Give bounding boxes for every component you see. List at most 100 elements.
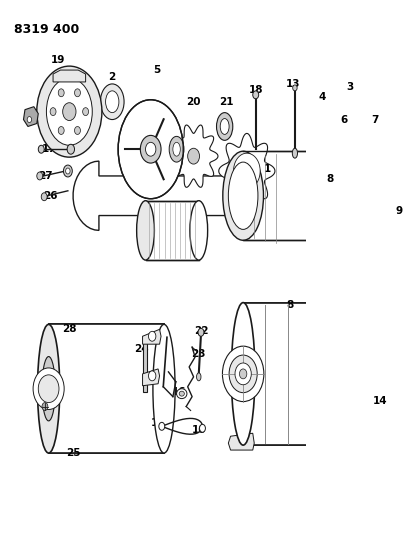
- Ellipse shape: [50, 108, 56, 116]
- Ellipse shape: [353, 187, 361, 205]
- Text: 12: 12: [156, 362, 171, 372]
- Ellipse shape: [83, 108, 88, 116]
- Ellipse shape: [229, 355, 256, 393]
- Ellipse shape: [136, 201, 154, 260]
- Text: 23: 23: [190, 349, 205, 359]
- Text: 3: 3: [346, 82, 353, 92]
- Polygon shape: [53, 70, 85, 82]
- Ellipse shape: [222, 151, 263, 240]
- Polygon shape: [233, 153, 260, 189]
- Ellipse shape: [148, 371, 155, 381]
- Ellipse shape: [337, 151, 377, 240]
- Polygon shape: [142, 369, 159, 386]
- Ellipse shape: [376, 187, 409, 254]
- Text: 8: 8: [326, 174, 333, 184]
- Ellipse shape: [364, 403, 380, 433]
- Ellipse shape: [118, 100, 183, 199]
- Text: 19: 19: [51, 55, 65, 65]
- Ellipse shape: [228, 162, 257, 229]
- Ellipse shape: [42, 402, 48, 410]
- Ellipse shape: [394, 211, 409, 230]
- Ellipse shape: [58, 89, 64, 96]
- Text: 1: 1: [263, 164, 270, 174]
- Ellipse shape: [63, 103, 76, 120]
- Ellipse shape: [38, 375, 59, 402]
- Ellipse shape: [38, 325, 60, 453]
- Polygon shape: [142, 329, 161, 344]
- Text: 11: 11: [164, 223, 178, 233]
- Ellipse shape: [220, 118, 229, 134]
- Text: 13: 13: [151, 418, 165, 429]
- Text: 7: 7: [370, 115, 378, 125]
- Text: 2: 2: [108, 72, 116, 82]
- Ellipse shape: [365, 142, 375, 156]
- Text: 26: 26: [43, 191, 58, 201]
- Ellipse shape: [366, 173, 409, 268]
- Ellipse shape: [317, 108, 330, 130]
- Ellipse shape: [189, 201, 207, 260]
- Polygon shape: [23, 107, 38, 126]
- Ellipse shape: [399, 245, 404, 252]
- Ellipse shape: [176, 389, 187, 399]
- Ellipse shape: [67, 144, 74, 154]
- Text: 21: 21: [218, 96, 233, 107]
- Ellipse shape: [100, 84, 124, 119]
- Text: 20: 20: [186, 96, 200, 107]
- Ellipse shape: [106, 91, 119, 112]
- Ellipse shape: [196, 373, 200, 381]
- Polygon shape: [355, 391, 387, 446]
- Text: 5: 5: [153, 65, 160, 75]
- Ellipse shape: [46, 78, 92, 146]
- Ellipse shape: [222, 346, 263, 401]
- Text: 13: 13: [285, 79, 300, 89]
- Ellipse shape: [386, 200, 409, 241]
- Ellipse shape: [37, 172, 43, 180]
- Ellipse shape: [381, 203, 386, 210]
- Ellipse shape: [216, 112, 232, 140]
- Ellipse shape: [145, 142, 155, 156]
- Ellipse shape: [38, 146, 44, 153]
- Polygon shape: [335, 92, 358, 161]
- Ellipse shape: [74, 89, 80, 96]
- Text: 7: 7: [241, 312, 248, 322]
- Text: 15: 15: [233, 436, 247, 446]
- Text: 8319 400: 8319 400: [14, 22, 79, 36]
- Ellipse shape: [187, 148, 199, 164]
- Ellipse shape: [27, 117, 31, 123]
- Polygon shape: [339, 114, 357, 139]
- Ellipse shape: [179, 391, 184, 396]
- Ellipse shape: [364, 303, 387, 445]
- Ellipse shape: [399, 189, 404, 196]
- Ellipse shape: [239, 369, 246, 379]
- Ellipse shape: [234, 363, 251, 385]
- Ellipse shape: [292, 85, 297, 91]
- Ellipse shape: [42, 357, 55, 421]
- Polygon shape: [142, 336, 147, 392]
- Ellipse shape: [148, 332, 155, 341]
- Text: 25: 25: [65, 448, 80, 458]
- Text: 27: 27: [38, 171, 53, 181]
- Text: 24: 24: [134, 344, 149, 354]
- Text: 10: 10: [191, 425, 205, 435]
- Ellipse shape: [33, 368, 64, 409]
- Polygon shape: [327, 169, 344, 186]
- Polygon shape: [309, 97, 339, 139]
- Text: 22: 22: [193, 326, 208, 336]
- Ellipse shape: [41, 193, 47, 201]
- Polygon shape: [73, 161, 398, 230]
- Ellipse shape: [173, 142, 180, 156]
- Ellipse shape: [140, 135, 161, 163]
- Ellipse shape: [198, 328, 203, 336]
- Text: 28: 28: [62, 325, 76, 334]
- Text: 18: 18: [249, 85, 263, 95]
- Ellipse shape: [349, 177, 365, 215]
- Ellipse shape: [63, 165, 72, 177]
- Ellipse shape: [65, 168, 70, 174]
- Text: 14: 14: [372, 395, 387, 406]
- Ellipse shape: [381, 231, 386, 238]
- Ellipse shape: [74, 126, 80, 134]
- Ellipse shape: [292, 148, 297, 158]
- Ellipse shape: [158, 422, 164, 430]
- Text: 6: 6: [340, 115, 347, 125]
- Polygon shape: [218, 133, 274, 208]
